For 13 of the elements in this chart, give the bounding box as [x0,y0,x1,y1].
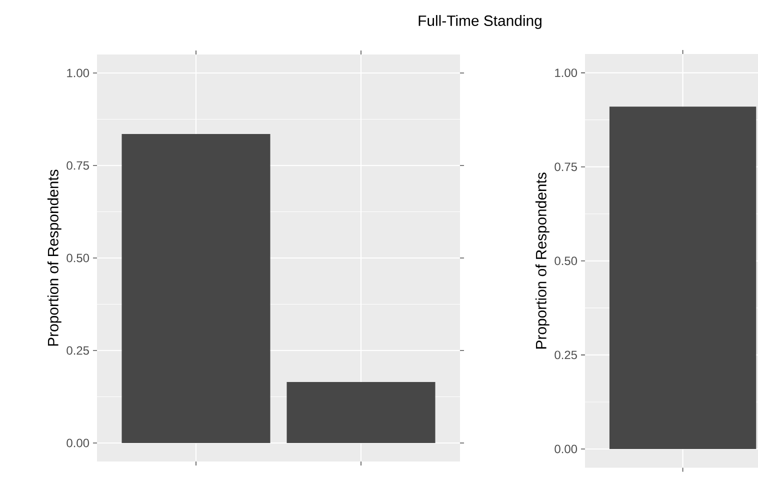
y-tick-label: 0.75 [554,162,577,172]
y-tick-label: 0.00 [66,438,90,448]
chart-title: Full-Time Standing [418,15,542,29]
y-tick-label: 0.00 [554,444,578,454]
y-tick-label: 0.25 [66,346,89,355]
y-tick-label: 0.25 [554,350,577,360]
y-tick-label: 0.75 [66,161,89,170]
y-tick-label: 0.50 [66,254,90,262]
y-axis-title: Proportion of Respondents [535,172,550,349]
y-axis-title: Proportion of Respondents [47,170,62,346]
y-tick-label: 0.50 [554,256,578,266]
y-tick-label: 1.00 [555,68,578,78]
y-tick-label: 1.00 [67,68,90,78]
